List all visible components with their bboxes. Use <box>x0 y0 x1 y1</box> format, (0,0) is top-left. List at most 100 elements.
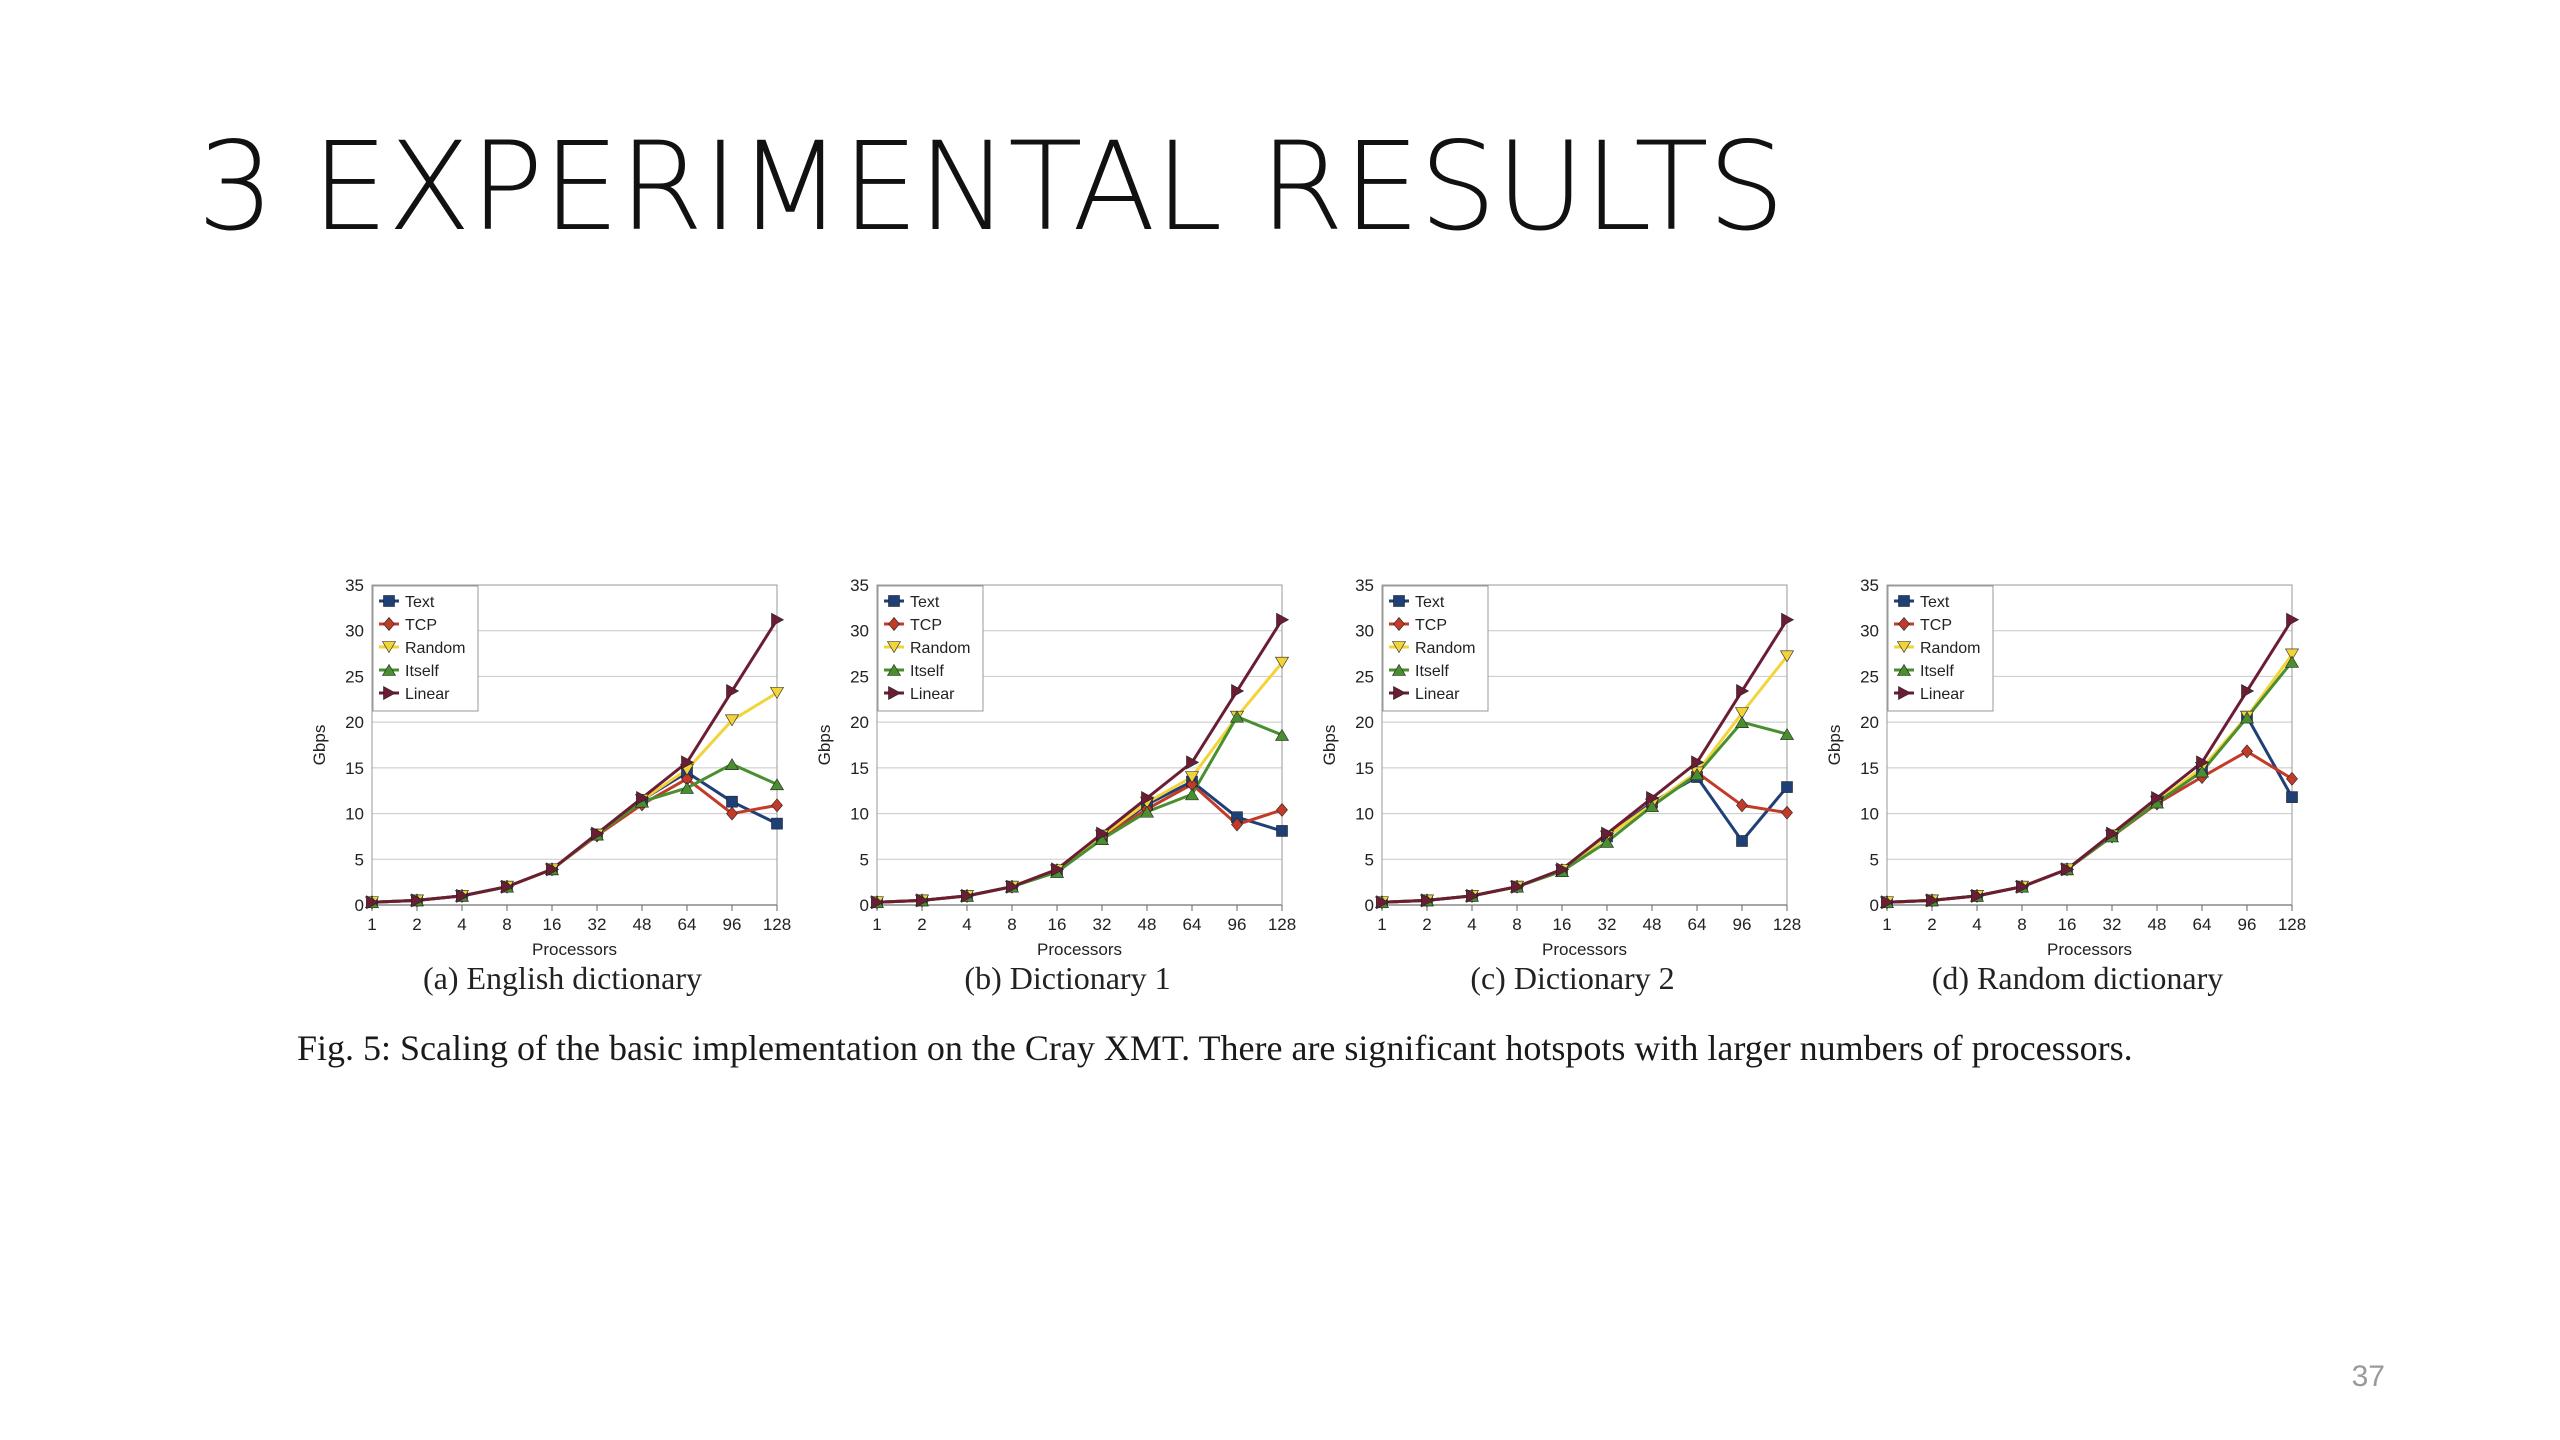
x-tick-label: 2 <box>412 915 421 934</box>
x-axis-label: Processors <box>532 940 617 959</box>
legend-marker-text <box>1393 595 1405 607</box>
x-tick-label: 64 <box>678 915 697 934</box>
legend-marker-linear <box>1898 685 1912 701</box>
plot-border <box>876 584 1283 906</box>
data-point-linear <box>1646 791 1660 806</box>
series-line-tcp <box>876 782 1283 904</box>
data-point-linear <box>2241 684 2255 699</box>
data-point-linear <box>871 895 885 910</box>
data-point-linear <box>1736 684 1750 699</box>
x-tick-label: 16 <box>2058 915 2077 934</box>
y-tick-label: 25 <box>1355 667 1374 686</box>
x-axis-label: Processors <box>2047 940 2132 959</box>
y-axis-label: Gbps <box>310 725 329 766</box>
x-tick-label: 1 <box>1882 915 1891 934</box>
y-tick-label: 10 <box>1860 805 1879 824</box>
y-tick-label: 15 <box>345 759 364 778</box>
legend-marker-random <box>381 641 397 654</box>
data-point-text <box>1736 835 1748 847</box>
legend-marker-itself <box>381 663 397 676</box>
data-point-tcp <box>1736 798 1748 813</box>
data-point-linear <box>1096 826 1110 841</box>
data-point-random <box>769 687 785 699</box>
x-tick-label: 96 <box>1733 915 1752 934</box>
data-point-random <box>1274 656 1290 669</box>
data-point-tcp <box>1781 805 1793 820</box>
y-tick-label: 25 <box>850 667 869 686</box>
legend-label-random: Random <box>405 640 465 657</box>
data-point-itself <box>769 778 785 791</box>
y-tick-label: 25 <box>1860 667 1879 686</box>
y-tick-label: 5 <box>1870 850 1879 869</box>
data-point-text <box>771 817 783 830</box>
data-point-linear <box>1601 826 1615 841</box>
legend-marker-tcp <box>888 617 900 631</box>
legend-label-text: Text <box>910 594 940 611</box>
data-point-itself <box>1779 727 1795 740</box>
figure-caption: Fig. 5: Scaling of the basic implementat… <box>297 1028 2133 1068</box>
data-point-tcp <box>2286 771 2298 786</box>
chart-panel-b: 0 5 10 15 20 25 30 35 1 2 4 8 16 32 48 64 96 128 Processor… <box>810 570 1325 1000</box>
x-tick-label: 32 <box>588 915 607 934</box>
data-point-linear <box>961 888 975 903</box>
y-tick-label: 10 <box>1355 805 1374 824</box>
subcaption-c: (c) Dictionary 2 <box>1470 960 1675 996</box>
y-tick-label: 15 <box>1860 759 1879 778</box>
legend-label-linear: Linear <box>1920 686 1965 703</box>
y-tick-label: 20 <box>345 713 364 732</box>
data-point-linear <box>2016 879 2030 894</box>
x-tick-label: 32 <box>1598 915 1617 934</box>
y-tick-label: 35 <box>850 576 869 595</box>
data-point-linear <box>1141 791 1155 806</box>
y-tick-label: 35 <box>1860 576 1879 595</box>
legend-marker-random <box>1896 641 1912 654</box>
series-line-linear <box>1886 618 2294 904</box>
data-point-random <box>1734 707 1750 720</box>
x-tick-label: 8 <box>2017 915 2026 934</box>
x-tick-label: 48 <box>1138 915 1157 934</box>
data-point-linear <box>1006 879 1020 894</box>
legend-marker-linear <box>1393 685 1407 701</box>
x-tick-label: 2 <box>917 915 926 934</box>
data-point-linear <box>1781 612 1795 627</box>
data-point-linear <box>1276 612 1290 627</box>
x-tick-label: 128 <box>2278 915 2306 934</box>
data-point-random <box>1779 650 1795 663</box>
data-point-text <box>1781 781 1793 793</box>
x-tick-label: 32 <box>2103 915 2122 934</box>
data-point-linear <box>546 862 560 877</box>
slide-title: 3 EXPERIMENTAL RESULTS <box>197 116 1785 258</box>
series-line-linear <box>371 618 779 904</box>
data-point-linear <box>1926 893 1940 908</box>
page-number: 37 <box>2351 1360 2385 1393</box>
x-tick-label: 64 <box>2193 915 2212 934</box>
chart-legend: Text TCP Random Itself Linear <box>1382 585 1489 712</box>
series-line-tcp <box>1381 770 1788 904</box>
series-line-itself <box>371 762 778 904</box>
x-tick-label: 96 <box>1228 915 1247 934</box>
chart-legend: Text TCP Random Itself Linear <box>877 585 984 712</box>
series-line-random <box>371 691 778 904</box>
data-point-linear <box>1051 862 1065 877</box>
legend-label-itself: Itself <box>910 663 944 680</box>
x-tick-label: 48 <box>1643 915 1662 934</box>
chart-panel-c: 0 5 10 15 20 25 30 35 1 2 4 8 16 32 48 64 96 128 Processor… <box>1315 570 1830 1000</box>
y-tick-label: 30 <box>1355 622 1374 641</box>
plot-border <box>1886 584 2293 906</box>
legend-label-text: Text <box>1920 594 1950 611</box>
series-line-text <box>371 770 778 904</box>
legend-label-itself: Itself <box>405 663 439 680</box>
data-point-itself <box>1139 805 1155 818</box>
data-point-linear <box>411 893 425 908</box>
legend-marker-tcp <box>1393 617 1405 631</box>
x-tick-label: 16 <box>543 915 562 934</box>
data-point-tcp <box>726 806 738 821</box>
data-point-linear <box>1971 888 1985 903</box>
data-point-tcp <box>2241 744 2253 759</box>
legend-label-random: Random <box>910 640 970 657</box>
series-line-tcp <box>1886 749 2293 904</box>
y-tick-label: 0 <box>355 896 364 915</box>
legend-marker-text <box>383 595 395 607</box>
data-point-linear <box>916 893 930 908</box>
